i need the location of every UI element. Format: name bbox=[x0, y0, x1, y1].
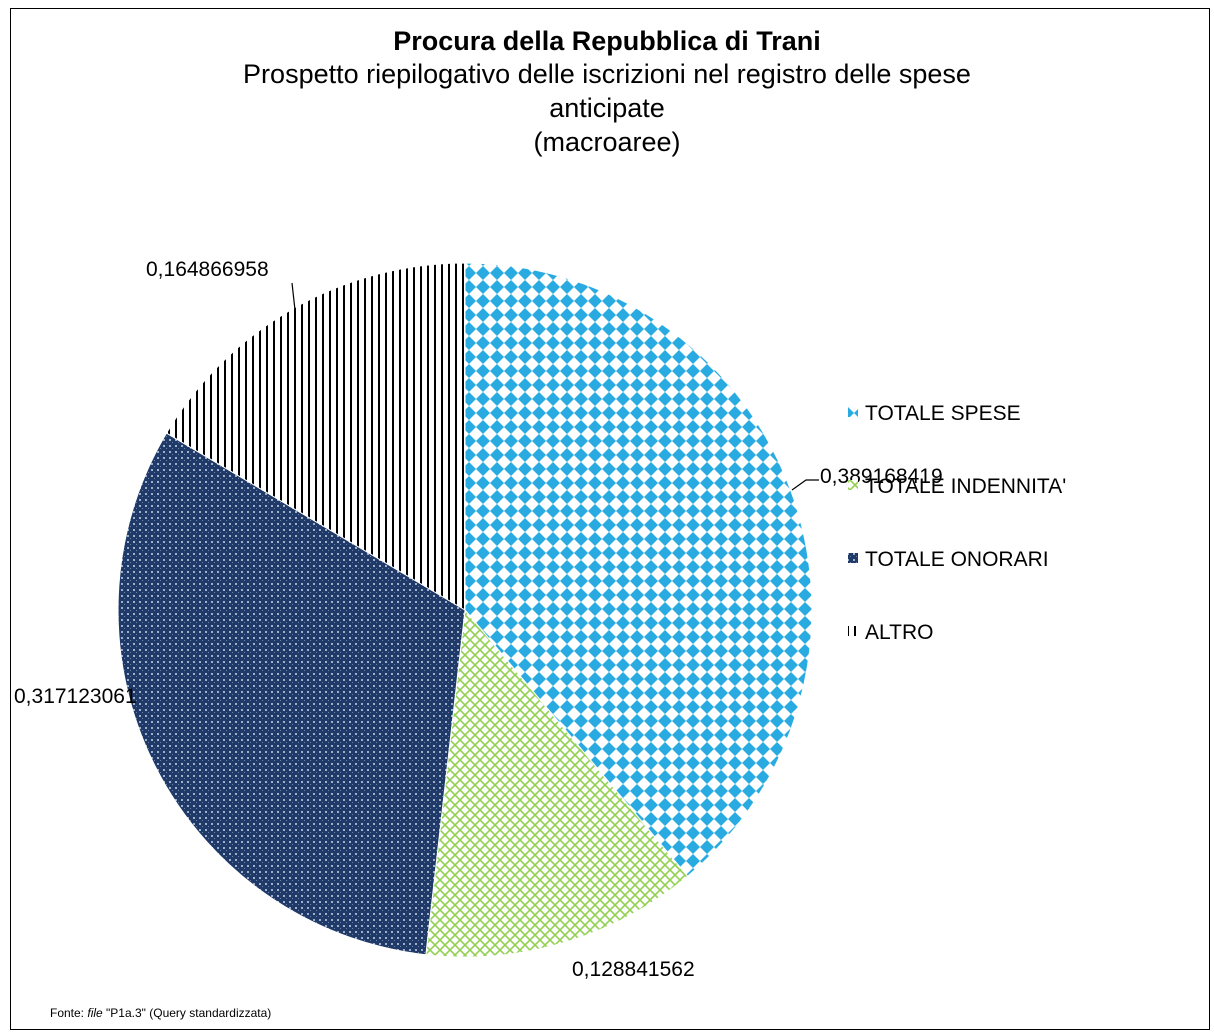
chart-subtitle-line-1: Prospetto riepilogativo delle iscrizioni… bbox=[243, 59, 971, 89]
chart-title: Procura della Repubblica di Trani bbox=[393, 26, 821, 56]
legend-label-totale-spese: TOTALE SPESE bbox=[865, 402, 1021, 425]
legend-swatch-totale-indennita bbox=[848, 480, 858, 490]
leader-line-totale-spese bbox=[791, 479, 819, 491]
chart-subtitle-line-2: anticipate bbox=[549, 93, 665, 123]
pie-slice-totale-indennita bbox=[425, 608, 689, 958]
pie-slice-altro bbox=[165, 262, 466, 611]
footer-rest: "P1a.3" (Query standardizzata) bbox=[102, 1006, 272, 1020]
legend-label-altro: ALTRO bbox=[865, 621, 933, 644]
pie-slice-totale-onorari bbox=[117, 432, 466, 956]
data-label-totale-onorari: 0,317123061 bbox=[14, 685, 137, 708]
chart-subtitle-line-3: (macroaree) bbox=[533, 127, 681, 157]
data-label-totale-indennita: 0,128841562 bbox=[572, 958, 695, 981]
pie-slice-totale-spese bbox=[464, 262, 813, 877]
chart-title-block: Procura della Repubblica di Trani Prospe… bbox=[0, 25, 1214, 159]
legend-swatch-totale-spese bbox=[848, 407, 858, 417]
legend-label-totale-indennita: TOTALE INDENNITA' bbox=[865, 475, 1066, 498]
source-footer: Fonte: file "P1a.3" (Query standardizzat… bbox=[50, 1006, 271, 1020]
leader-line-altro bbox=[291, 282, 296, 311]
legend-label-totale-onorari: TOTALE ONORARI bbox=[865, 548, 1049, 571]
footer-prefix: Fonte: bbox=[50, 1006, 88, 1020]
footer-file-word: file bbox=[87, 1006, 103, 1020]
legend-swatch-totale-onorari bbox=[848, 553, 858, 563]
data-label-altro: 0,164866958 bbox=[146, 258, 269, 281]
legend-swatch-altro bbox=[848, 626, 858, 636]
